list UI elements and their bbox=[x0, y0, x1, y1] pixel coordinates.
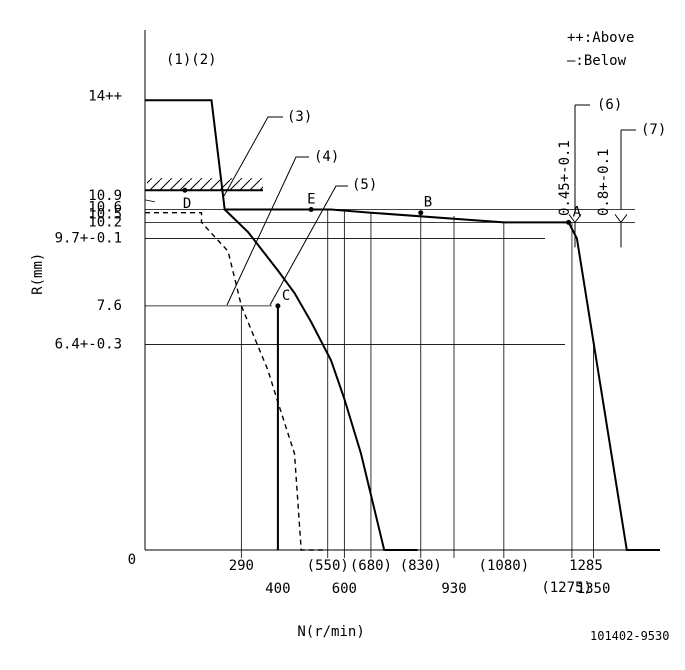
legend-entry-below: —:Below bbox=[567, 53, 627, 69]
series-line-solid bbox=[224, 208, 418, 551]
y-tick-label: 14++ bbox=[88, 88, 122, 104]
y-tick-label: 0 bbox=[128, 552, 136, 568]
axes bbox=[144, 30, 660, 551]
x-tick-label: 290 bbox=[229, 558, 254, 574]
callout-label: (3) bbox=[287, 109, 312, 125]
reference-lines bbox=[144, 199, 635, 558]
x-tick-label: 400 bbox=[265, 581, 290, 597]
stopper-hatch bbox=[147, 178, 263, 191]
point-label-A: A bbox=[573, 204, 582, 220]
point-label-E: E bbox=[307, 192, 315, 208]
text-labels: A B C D E 14++ 10.910.610.510.29.7+-0.1 7.6 6.4+… bbox=[30, 30, 669, 643]
callout-label: (6) bbox=[597, 97, 622, 113]
tolerance-arrow bbox=[620, 214, 628, 223]
x-axis-title: N(r/min) bbox=[297, 624, 364, 640]
y-tick-label: 10.9 bbox=[88, 188, 122, 204]
point-E bbox=[308, 207, 314, 213]
y-tick-label: 10.2 bbox=[88, 214, 122, 230]
callout-leader bbox=[269, 185, 348, 306]
y-tick-label: 6.4+-0.3 bbox=[55, 336, 122, 352]
callout-leader bbox=[226, 156, 309, 306]
tolerance-value-6: 0.45+-0.1 bbox=[557, 140, 573, 216]
reference-line-h bbox=[144, 199, 156, 203]
x-tick-label: (680) bbox=[350, 558, 392, 574]
callout-leader bbox=[223, 116, 283, 197]
point-B bbox=[418, 210, 424, 216]
point-label-C: C bbox=[282, 288, 290, 304]
x-tick-label: 930 bbox=[441, 581, 466, 597]
series-line-solid bbox=[145, 99, 660, 551]
x-tick-label: 600 bbox=[332, 581, 357, 597]
callout-label: (4) bbox=[314, 149, 339, 165]
tolerance-arrow bbox=[568, 214, 576, 223]
callout-label: (5) bbox=[352, 177, 377, 193]
callout-label: (7) bbox=[641, 122, 666, 138]
x-tick-label: (1275) bbox=[541, 580, 592, 596]
tolerance-arrow bbox=[574, 214, 582, 223]
y-tick-label: 10.5 bbox=[88, 207, 122, 223]
point-C bbox=[275, 303, 281, 309]
series-group bbox=[145, 99, 660, 551]
notes-label: (1)(2) bbox=[166, 52, 217, 68]
point-label-B: B bbox=[424, 195, 432, 211]
y-axis-title: R(mm) bbox=[30, 253, 46, 295]
x-tick-label: (830) bbox=[400, 558, 442, 574]
tolerance-arrow bbox=[614, 214, 622, 223]
x-tick-label: 1285 bbox=[569, 558, 603, 574]
tolerance-value-7: 0.8+-0.1 bbox=[596, 149, 612, 216]
x-tick-label: (1080) bbox=[479, 558, 530, 574]
y-tick-label: 10.6 bbox=[88, 200, 122, 216]
y-tick-label: 7.6 bbox=[97, 298, 122, 314]
x-tick-label: 1350 bbox=[577, 581, 611, 597]
x-tick-label: (550) bbox=[307, 558, 349, 574]
point-A bbox=[566, 219, 572, 225]
decorations bbox=[145, 104, 636, 306]
series-line-dashed bbox=[145, 212, 325, 551]
point-label-D: D bbox=[183, 196, 191, 212]
figure-id: 101402-9530 bbox=[590, 629, 669, 643]
legend-entry-above: ++:Above bbox=[567, 30, 634, 46]
y-tick-label: 9.7+-0.1 bbox=[55, 230, 122, 246]
